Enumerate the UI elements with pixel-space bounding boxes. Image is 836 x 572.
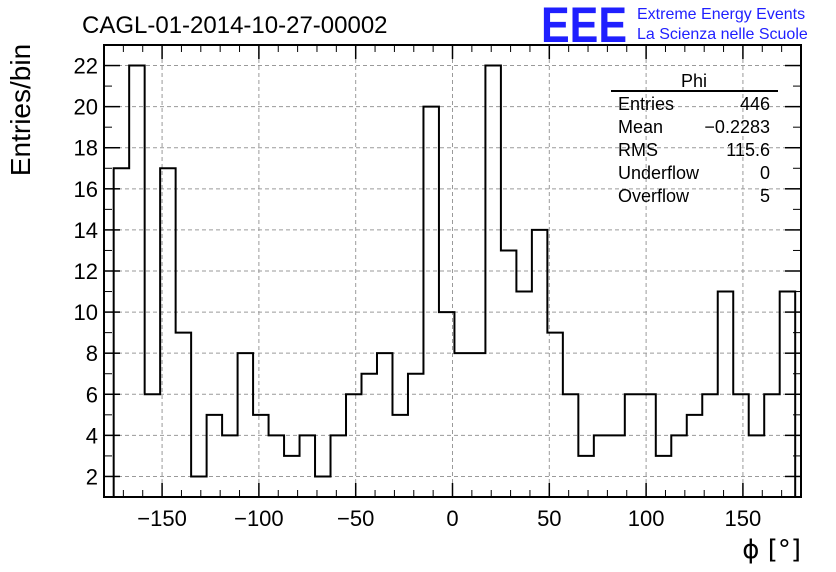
y-tick-label: 8 [86,341,98,366]
stats-label: RMS [618,140,658,160]
x-tick-label: 150 [725,506,762,531]
stats-box: Phi Entries 446 Mean −0.2283 RMS 115.6 U… [611,71,778,206]
stats-value: 115.6 [726,140,770,160]
tick-labels: −150 −100 −50 0 50 100 150 2 4 6 8 10 12 14 16 18 20 22 [74,54,762,531]
stats-label: Overflow [618,186,690,206]
y-tick-label: 6 [86,382,98,407]
y-axis-title: Entries/bin [5,44,36,176]
stats-label: Underflow [618,163,700,183]
y-tick-label: 12 [74,259,98,284]
stats-title: Phi [681,71,707,91]
stats-value: 5 [760,186,770,206]
x-tick-label: 100 [628,506,665,531]
logo-line-2: La Scienza nelle Scuole [637,26,808,43]
logo-line-1: Extreme Energy Events [637,6,805,23]
y-tick-label: 4 [86,423,98,448]
histogram-line [112,64,797,497]
x-axis-title: ϕ [°] [742,535,801,565]
y-tick-label: 22 [74,54,98,79]
logo-mark: EEE [541,0,627,53]
y-tick-label: 14 [74,218,98,243]
x-tick-label: −50 [337,506,374,531]
x-tick-label: 50 [537,506,561,531]
grid-lines [104,45,801,497]
y-tick-label: 2 [86,464,98,489]
stats-value: 0 [760,163,770,183]
x-tick-label: 0 [446,506,458,531]
stats-label: Mean [618,117,663,137]
stats-label: Entries [618,94,674,114]
y-tick-label: 16 [74,177,98,202]
chart-title: CAGL-01-2014-10-27-00002 [82,12,388,39]
y-tick-label: 18 [74,136,98,161]
y-tick-label: 10 [74,300,98,325]
x-tick-label: −100 [234,506,284,531]
stats-value: 446 [740,94,770,114]
stats-value: −0.2283 [704,117,770,137]
y-tick-label: 20 [74,95,98,120]
x-tick-label: −150 [137,506,187,531]
axis-ticks [103,44,802,498]
